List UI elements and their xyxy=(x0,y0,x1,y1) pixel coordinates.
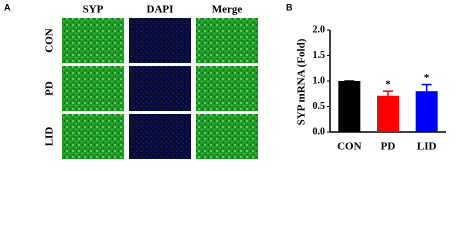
micrograph xyxy=(129,114,191,159)
column-header: Merge xyxy=(212,4,243,16)
row-label: LID xyxy=(44,127,56,147)
row-label: CON xyxy=(44,28,56,53)
x-tick-label: CON xyxy=(337,141,362,153)
micrograph xyxy=(196,18,258,63)
y-tick-label: 0.0 xyxy=(313,126,326,137)
x-tick-label: PD xyxy=(381,141,396,153)
bar xyxy=(338,81,361,132)
x-tick-label: LID xyxy=(417,141,437,153)
significance: * xyxy=(424,72,430,84)
micrograph xyxy=(62,114,124,159)
y-tick-label: 2.0 xyxy=(313,24,326,35)
micrograph xyxy=(196,66,258,111)
micrograph xyxy=(129,18,191,63)
bar xyxy=(377,95,399,132)
column-header: SYP xyxy=(83,4,104,16)
y-tick-label: 0.5 xyxy=(313,101,326,112)
significance: * xyxy=(385,79,391,91)
panel-label: B xyxy=(286,2,293,12)
micrograph xyxy=(196,114,258,159)
micrograph xyxy=(129,66,191,111)
bar xyxy=(415,91,438,132)
micrograph xyxy=(62,66,124,111)
micrograph xyxy=(62,18,124,63)
panel-label: A xyxy=(4,2,11,12)
y-tick-label: 1.5 xyxy=(313,50,326,61)
row-label: PD xyxy=(44,81,56,96)
figure: A B SYP mRNA (Fold) SYP DAPI Merge CON PD LID… xyxy=(4,2,446,159)
column-header: DAPI xyxy=(147,4,174,16)
y-tick-label: 1.0 xyxy=(313,75,326,86)
y-axis-label: SYP mRNA (Fold) xyxy=(296,38,308,125)
